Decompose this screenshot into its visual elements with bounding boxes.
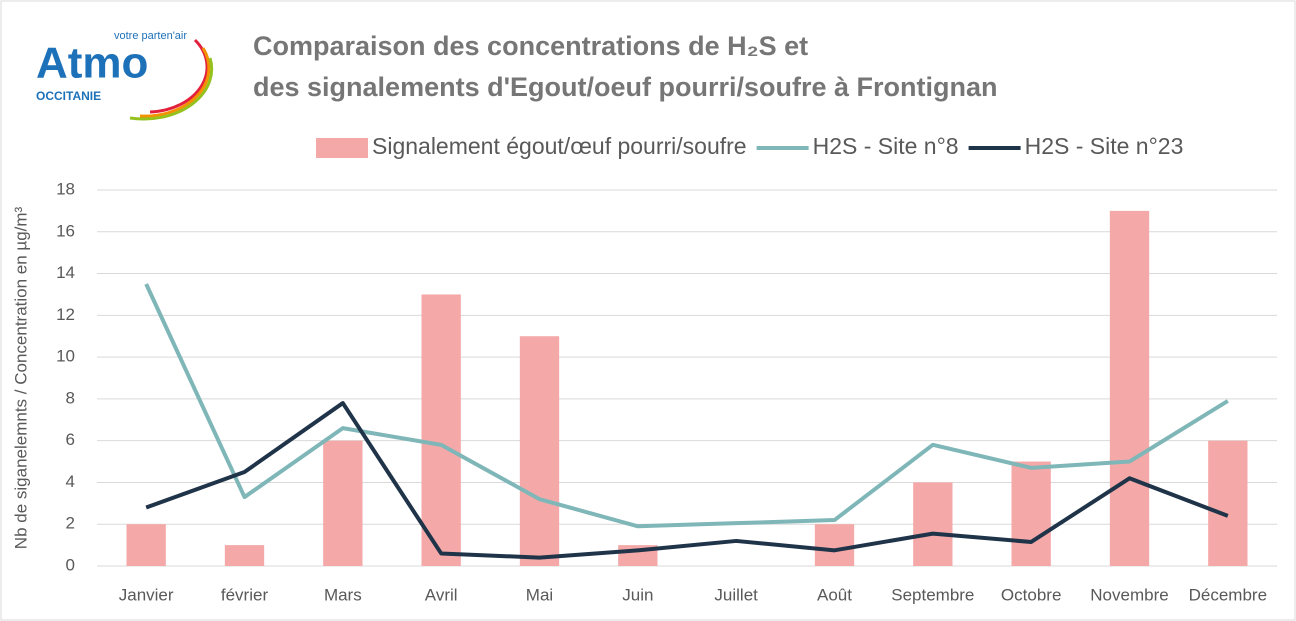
bar [1011,461,1051,566]
y-tick-label: 2 [66,514,75,533]
y-tick-label: 0 [66,555,75,574]
bar [1109,210,1150,566]
x-tick-label: Décembre [1189,585,1267,604]
x-tick-label: Octobre [1001,585,1061,604]
bar [519,336,560,566]
logo: Atmo votre parten'air OCCITANIE [36,30,214,121]
y-axis-label: Nb de siganelemnts / Concentration en µg… [11,206,30,549]
x-tick-label: Juillet [714,585,758,604]
x-tick-label: Mars [324,585,362,604]
logo-tagline: votre parten'air [114,30,187,42]
line [145,401,1229,560]
legend-label: Signalement égout/œuf pourri/soufre [372,133,747,159]
legend-label: H2S - Site n°23 [1025,133,1184,159]
x-tick-label: février [221,585,269,604]
x-tick-label: Août [817,585,852,604]
logo-region: OCCITANIE [36,89,101,103]
x-tick-label: Juin [622,585,653,604]
bar [323,440,363,566]
y-tick-label: 12 [56,305,75,324]
x-tick-label: Janvier [119,585,174,604]
bar [224,545,265,566]
line [144,283,1229,529]
y-tick-label: 10 [56,347,75,366]
y-tick-label: 18 [56,179,75,198]
legend-swatch [316,138,368,158]
x-tick-label: Septembre [891,585,974,604]
x-tick-label: Novembre [1090,585,1168,604]
logo-arc [129,57,214,121]
y-tick-label: 14 [56,263,75,282]
bar [814,524,855,566]
logo-arc [139,47,211,118]
bar [913,482,953,566]
y-tick-label: 16 [56,221,75,240]
legend-label: H2S - Site n°8 [813,133,959,159]
y-tick-label: 4 [66,472,75,491]
bar [126,524,166,566]
y-tick-label: 6 [66,430,75,449]
x-tick-label: Mai [526,585,553,604]
logo-name: Atmo [36,39,148,88]
chart-title: Comparaison des concentrations de H₂S et [253,31,808,61]
x-tick-label: Avril [425,585,458,604]
y-tick-label: 8 [66,388,75,407]
bar [421,294,461,566]
chart-title: des signalements d'Egout/oeuf pourri/sou… [253,72,997,102]
bar [1208,440,1248,566]
